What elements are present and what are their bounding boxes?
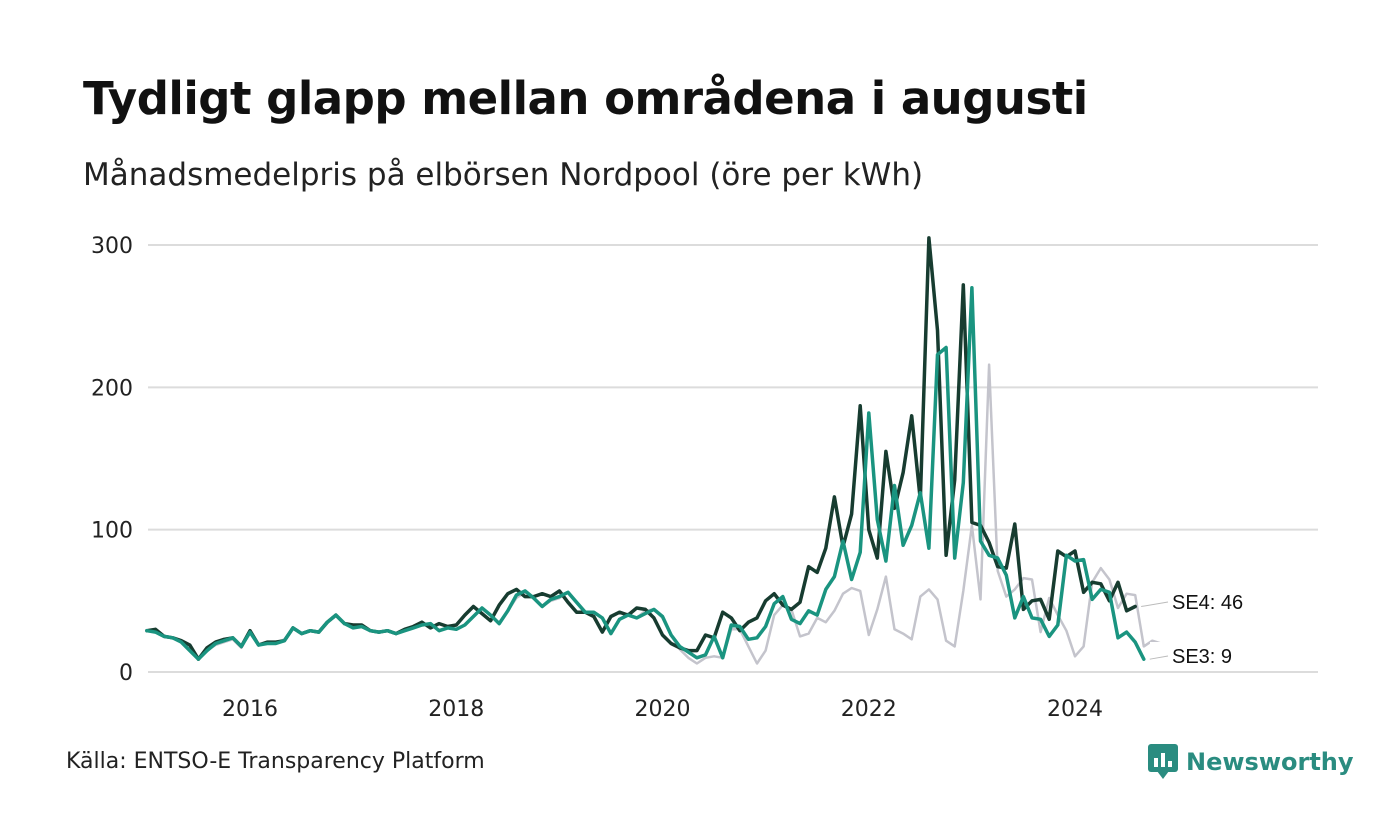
end-label: SE4: 46	[1172, 592, 1243, 614]
x-tick-label: 2020	[635, 697, 691, 722]
y-tick-label: 100	[91, 519, 133, 544]
series-line	[145, 285, 1146, 661]
end-label-leader	[1149, 655, 1169, 660]
x-tick-label: 2018	[428, 697, 484, 722]
end-label: SE3: 9	[1172, 646, 1232, 668]
end-label-background	[1150, 588, 1254, 614]
source-note: Källa: ENTSO-E Transparency Platform	[66, 749, 485, 774]
x-tick-label: 2022	[841, 697, 897, 722]
end-label-leader	[1141, 601, 1169, 608]
chart-title: Tydligt glapp mellan områdena i augusti	[83, 72, 1088, 125]
x-tick-label: 2016	[222, 697, 278, 722]
y-tick-label: 200	[91, 376, 133, 401]
chart-subtitle: Månadsmedelpris på elbörsen Nordpool (ör…	[83, 157, 924, 193]
y-tick-label: 300	[91, 234, 133, 259]
y-tick-label: 0	[119, 661, 133, 686]
x-tick-label: 2024	[1047, 697, 1103, 722]
brand-name: Newsworthy	[1186, 748, 1354, 776]
newsworthy-logo-icon	[1148, 744, 1178, 779]
end-label-background	[1150, 642, 1254, 668]
brand-logo: Newsworthy	[1148, 744, 1354, 780]
